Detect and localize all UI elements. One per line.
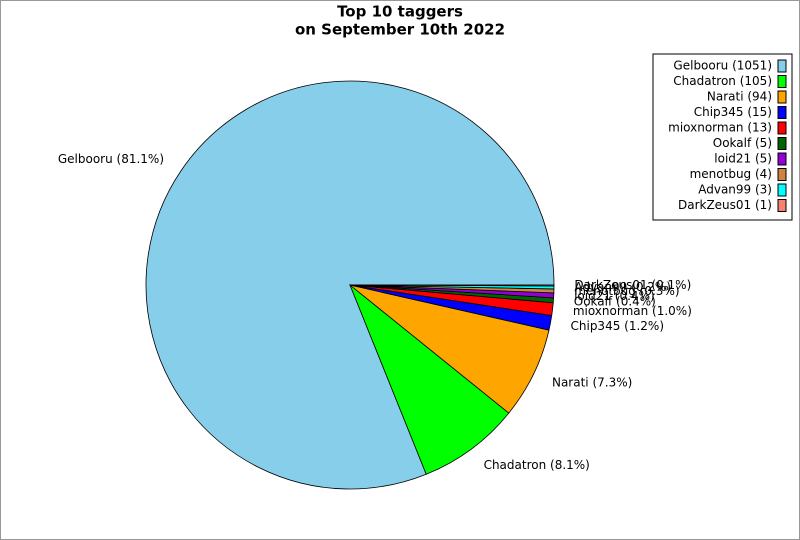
legend-swatch — [777, 152, 787, 166]
pie-slice — [349, 284, 555, 287]
slice-label: Chadatron (8.1%) — [484, 458, 590, 472]
slice-label: loid21 (0.4%) — [574, 289, 655, 303]
legend-swatch — [777, 75, 787, 88]
slice-label: Ookalf (0.4%) — [574, 294, 656, 308]
legend-swatch — [777, 90, 787, 104]
legend-swatch — [777, 106, 787, 119]
slice-label: Gelbooru (81.1%) — [58, 152, 164, 166]
legend-label: Chip345 (15) — [694, 105, 772, 119]
slice-label: mioxnorman (1.0%) — [573, 304, 692, 318]
legend-label: DarkZeus01 (1) — [678, 198, 772, 212]
slice-label: DarkZeus01 (0.1%) — [574, 278, 691, 292]
pie-slice — [349, 283, 510, 475]
chart-subtitle: on September 10th 2022 — [295, 21, 505, 39]
legend-swatch — [777, 59, 787, 73]
slice-label: Chip345 (1.2%) — [571, 319, 665, 333]
slice-label: Narati (7.3%) — [552, 375, 632, 389]
legend-label: menotbug (4) — [690, 167, 772, 181]
chart-title: Top 10 taggers — [337, 3, 463, 21]
legend-label: Gelbooru (1051) — [673, 59, 772, 73]
slice-label: Advan99 (0.2%) — [574, 280, 671, 294]
legend-label: Chadatron (105) — [673, 74, 772, 88]
legend-swatch — [777, 183, 787, 197]
legend-swatch — [777, 199, 787, 212]
slice-label: menotbug (0.3%) — [574, 284, 679, 298]
legend-label: Advan99 (3) — [698, 183, 772, 197]
legend-swatch — [777, 137, 787, 150]
legend-label: Ookalf (5) — [713, 136, 772, 150]
legend-swatch — [777, 168, 787, 181]
legend-label: Narati (94) — [707, 90, 772, 104]
legend-label: loid21 (5) — [714, 152, 772, 166]
legend-label: mioxnorman (13) — [668, 121, 772, 135]
legend-swatch — [777, 121, 787, 135]
legend-box — [652, 53, 793, 221]
